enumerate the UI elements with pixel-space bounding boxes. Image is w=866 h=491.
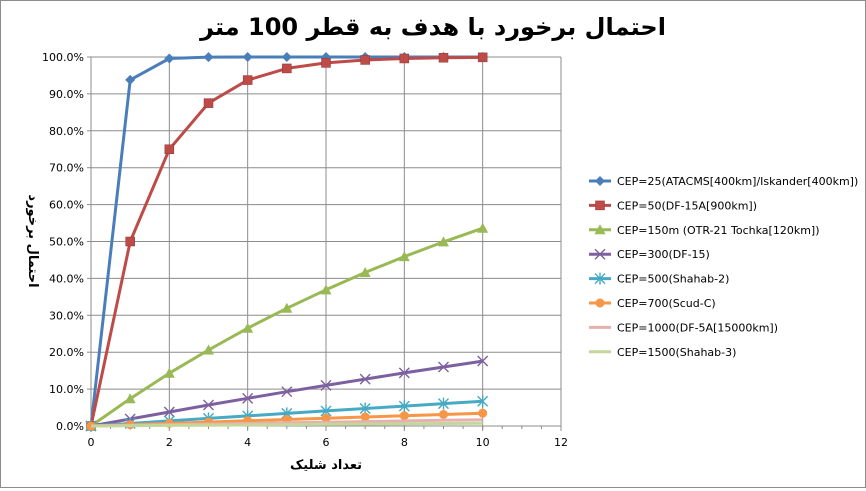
legend-marker xyxy=(595,176,605,186)
y-tick-label: 30.0% xyxy=(49,309,84,322)
data-point xyxy=(163,406,175,418)
data-point xyxy=(477,395,489,408)
chart-title: احتمال برخورد با هدف به قطر 100 متر xyxy=(199,13,666,41)
data-point xyxy=(242,322,254,333)
data-point xyxy=(242,75,253,85)
legend-marker xyxy=(595,200,605,211)
series-layer xyxy=(85,52,489,432)
legend-label: CEP=25(ATACMS[400km]/Iskander[400km]) xyxy=(617,175,858,188)
legend-label: CEP=1000(DF-5A[15000km]) xyxy=(617,321,778,334)
data-point xyxy=(398,251,410,262)
data-point xyxy=(398,367,410,379)
data-point xyxy=(438,361,449,373)
legend: CEP=25(ATACMS[400km]/Iskander[400km]) CEP… xyxy=(589,175,858,359)
data-point xyxy=(203,399,214,411)
y-tick-label: 0.0% xyxy=(56,420,84,433)
legend-label: CEP=1500(Shahab-3) xyxy=(617,346,736,359)
data-point xyxy=(281,52,292,62)
y-tick-label: 50.0% xyxy=(49,236,84,249)
x-tick-label: 8 xyxy=(401,436,408,449)
data-point xyxy=(321,413,331,423)
data-point xyxy=(398,400,410,413)
data-point xyxy=(439,409,448,419)
legend-item: CEP=1000(DF-5A[15000km]) xyxy=(589,321,778,334)
grid-layer xyxy=(90,56,562,427)
series-7 xyxy=(90,421,483,428)
legend-marker xyxy=(594,272,606,285)
x-tick-label: 4 xyxy=(244,436,251,449)
data-point xyxy=(320,379,332,391)
data-point xyxy=(438,236,449,247)
y-tick-label: 10.0% xyxy=(49,383,84,396)
legend-item: CEP=300(DF-15) xyxy=(589,248,710,261)
series-line xyxy=(90,421,483,428)
legend-marker xyxy=(595,298,605,308)
data-point xyxy=(203,344,214,355)
data-point xyxy=(281,386,293,398)
data-point xyxy=(360,412,370,422)
legend-label: CEP=700(Scud-C) xyxy=(617,297,716,310)
x-tick-label: 10 xyxy=(476,436,490,449)
data-point xyxy=(242,52,253,62)
data-point xyxy=(477,355,489,367)
y-tick-label: 90.0% xyxy=(49,88,84,101)
data-point xyxy=(399,411,409,421)
data-point xyxy=(281,302,293,313)
x-tick-label: 12 xyxy=(554,436,568,449)
data-point xyxy=(399,53,410,64)
data-point xyxy=(438,397,449,410)
data-point xyxy=(164,53,175,64)
legend-label: CEP=500(Shahab-2) xyxy=(617,273,729,286)
data-point xyxy=(477,52,488,63)
y-tick-label: 20.0% xyxy=(49,346,84,359)
data-point xyxy=(242,392,254,404)
y-tick-label: 60.0% xyxy=(49,199,84,212)
legend-item: CEP=700(Scud-C) xyxy=(589,297,716,310)
y-tick-label: 40.0% xyxy=(49,272,84,285)
data-point xyxy=(203,98,214,108)
series-2 xyxy=(85,222,489,431)
data-point xyxy=(203,52,214,63)
x-axis-title: تعداد شلیک xyxy=(290,458,362,473)
y-axis-title: احتمال برخورد xyxy=(25,194,40,287)
legend-marker xyxy=(594,224,606,235)
y-tick-label: 70.0% xyxy=(49,162,84,175)
data-point xyxy=(125,74,136,85)
data-point xyxy=(124,393,136,404)
legend-item: CEP=50(DF-15A[900km]) xyxy=(589,199,757,212)
axis-layer: 0.0% 10.0% 20.0% 30.0% 40.0% 50.0% 60.0% 70.0% 8… xyxy=(42,51,568,449)
y-tick-label: 100.0% xyxy=(42,51,84,64)
x-tick-label: 6 xyxy=(323,436,330,449)
data-point xyxy=(359,266,371,277)
data-point xyxy=(320,284,332,295)
data-point xyxy=(321,58,331,68)
legend-label: CEP=300(DF-15) xyxy=(617,248,710,261)
data-point xyxy=(125,236,135,247)
data-point xyxy=(477,222,489,233)
legend-marker xyxy=(594,248,606,260)
legend-item: CEP=1500(Shahab-3) xyxy=(589,346,736,359)
data-point xyxy=(360,55,370,65)
series-line xyxy=(90,226,484,428)
data-point xyxy=(478,408,488,418)
y-tick-label: 80.0% xyxy=(49,125,84,138)
data-point xyxy=(163,367,175,378)
data-point xyxy=(282,63,292,74)
legend-label: CEP=150m (OTR-21 Tochka[120km]) xyxy=(617,224,820,237)
x-tick-label: 2 xyxy=(166,436,173,449)
legend-item: CEP=500(Shahab-2) xyxy=(589,272,729,286)
legend-item: CEP=25(ATACMS[400km]/Iskander[400km]) xyxy=(589,175,858,188)
data-point xyxy=(438,52,449,63)
data-point xyxy=(359,373,371,385)
data-point xyxy=(164,144,175,154)
legend-item: CEP=150m (OTR-21 Tochka[120km]) xyxy=(589,224,820,237)
x-tick-label: 0 xyxy=(88,436,95,449)
legend-label: CEP=50(DF-15A[900km]) xyxy=(617,199,757,212)
